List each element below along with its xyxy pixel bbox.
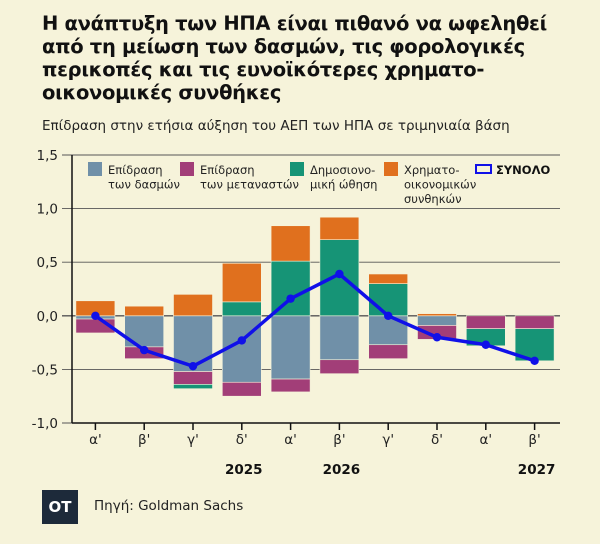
total-point [237, 336, 246, 345]
legend-swatch [180, 162, 194, 176]
bar-segment [173, 371, 213, 385]
year-label: 2026 [323, 462, 361, 478]
total-point [384, 311, 393, 320]
bar-segment [222, 315, 262, 383]
y-tick-label: 0,0 [37, 309, 58, 325]
legend-label: μική ώθηση [310, 178, 377, 192]
total-point [188, 361, 198, 371]
bar-segment [465, 315, 506, 329]
total-point [140, 345, 149, 355]
legend-label: Δημοσιονο- [310, 163, 375, 177]
x-tick-label: δ' [431, 432, 443, 448]
legend-label: συνθηκών [404, 192, 462, 206]
x-tick-label: α' [284, 432, 297, 448]
bar-segment [173, 384, 213, 389]
bar-segment [222, 381, 262, 397]
x-tick-label: γ' [382, 432, 394, 448]
year-label: 2027 [518, 462, 556, 478]
bar-segment [270, 315, 311, 380]
y-tick-label: 0,5 [37, 255, 58, 271]
x-tick-label: β' [528, 432, 540, 448]
legend-swatch [290, 162, 304, 176]
legend-label: Επίδραση [200, 163, 255, 177]
total-point [432, 333, 442, 342]
x-tick-label: β' [333, 432, 345, 448]
chart-subtitle: Επίδραση στην ετήσια αύξηση του ΑΕΠ των … [42, 118, 510, 134]
ot-logo: OT [42, 490, 78, 524]
source-note: Πηγή: Goldman Sachs [94, 498, 244, 514]
bar-segment [222, 301, 262, 317]
bar-segment [222, 262, 262, 303]
bar-segment [319, 359, 360, 374]
legend-label: των δασμών [108, 178, 180, 192]
x-tick-label: α' [89, 432, 102, 448]
legend-label: των μεταναστών [200, 178, 299, 192]
x-tick-label: δ' [236, 432, 248, 448]
legend-label: ΣΥΝΟΛΟ [496, 163, 550, 177]
bar-segment [319, 315, 360, 361]
x-tick-label: α' [479, 432, 492, 448]
y-tick-label: 1,5 [37, 148, 58, 164]
y-tick-label: -1,0 [32, 416, 58, 432]
legend-label: Επίδραση [108, 163, 163, 177]
total-point [91, 311, 100, 320]
y-tick-label: 1,0 [37, 202, 58, 218]
total-point [286, 294, 295, 303]
legend-label: Χρηματο- [404, 163, 459, 177]
total-line [94, 272, 536, 368]
legend-swatch [88, 162, 102, 176]
bar-segment [173, 294, 213, 317]
y-tick-label: -0,5 [32, 362, 58, 378]
bar-segment [417, 313, 457, 317]
x-tick-label: γ' [187, 432, 199, 448]
bar-segment [368, 344, 409, 359]
legend-swatch [384, 162, 398, 176]
x-tick-label: β' [138, 432, 150, 448]
total-point [530, 356, 539, 366]
bar-segment [270, 260, 311, 317]
bar-segment [514, 315, 555, 329]
bar-segment [417, 315, 457, 326]
bar-segment [270, 225, 311, 262]
total-point [481, 340, 490, 349]
legend-label: οικονομικών [404, 178, 476, 192]
bar-segment [124, 305, 164, 317]
chart-title: Η ανάπτυξη των ΗΠΑ είναι πιθανό να ωφελη… [42, 12, 547, 104]
legend-swatch [475, 164, 492, 174]
bar-segment [368, 283, 409, 317]
bar-segment [319, 216, 360, 240]
year-label: 2025 [225, 462, 263, 478]
total-point [335, 269, 344, 279]
bar-segment [368, 273, 409, 284]
bar-segment [270, 378, 311, 393]
